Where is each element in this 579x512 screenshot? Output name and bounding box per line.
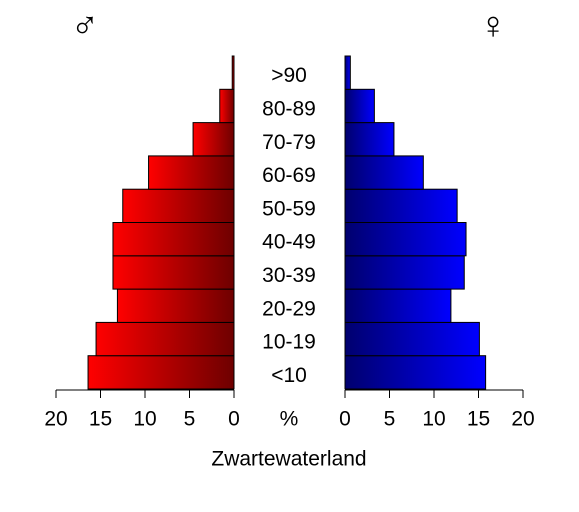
category-label: 40-49	[262, 231, 316, 254]
category-label: 60-69	[262, 164, 316, 187]
bar	[112, 255, 235, 290]
bar	[344, 222, 467, 257]
x-tick-label: 0	[339, 408, 351, 431]
bar	[344, 255, 465, 290]
category-label: 30-39	[262, 264, 316, 287]
bar	[344, 155, 424, 190]
x-tick-label: 15	[89, 408, 112, 431]
bar	[87, 355, 235, 390]
bar	[112, 222, 235, 257]
bar	[344, 355, 487, 390]
category-label: 10-19	[262, 331, 316, 354]
bar	[344, 55, 351, 90]
x-tick-label: 20	[511, 408, 534, 431]
x-tick-label: 20	[44, 408, 67, 431]
x-tick-label: 5	[184, 408, 196, 431]
chart-title: Zwartewaterland	[211, 448, 366, 471]
category-label: >90	[271, 64, 307, 87]
bar	[148, 155, 235, 190]
x-tick-label: 15	[467, 408, 490, 431]
bar	[344, 88, 375, 124]
bar	[344, 188, 458, 223]
category-label: 50-59	[262, 197, 316, 220]
category-label: <10	[271, 364, 307, 387]
legend-symbol: ♂	[71, 5, 100, 47]
bar	[344, 321, 480, 357]
category-label: 70-79	[262, 131, 316, 154]
x-tick-label: 10	[133, 408, 156, 431]
bar	[122, 188, 235, 223]
category-label: 80-89	[262, 97, 316, 120]
bar	[192, 122, 235, 157]
category-label: 20-29	[262, 297, 316, 320]
axis-unit: %	[280, 408, 299, 431]
bar	[344, 288, 452, 323]
bar	[231, 55, 235, 90]
x-tick-label: 0	[228, 408, 240, 431]
bar	[116, 288, 235, 323]
x-tick-label: 5	[384, 408, 396, 431]
x-tick-label: 10	[422, 408, 445, 431]
bar	[344, 122, 395, 157]
bar	[219, 88, 235, 124]
bar	[95, 321, 235, 357]
legend-symbol: ♀	[479, 5, 508, 47]
